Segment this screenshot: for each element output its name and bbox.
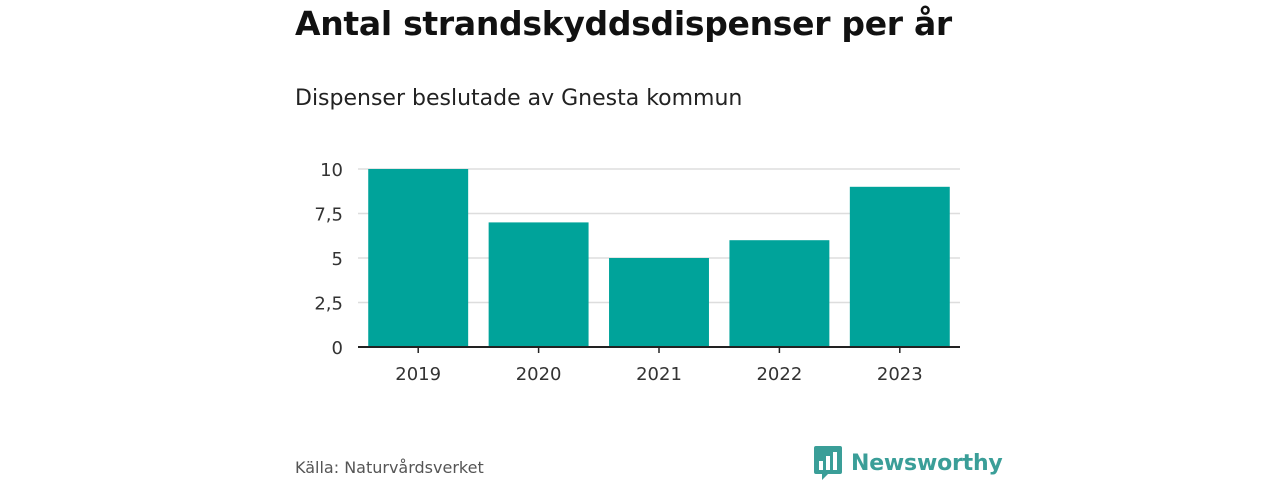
y-tick-label: 7,5 [314,205,343,226]
x-tick-label: 2019 [395,364,441,385]
bar-2021 [609,258,709,347]
brand-name: Newsworthy [851,450,1003,476]
y-tick-label: 2,5 [314,294,343,315]
y-tick-label: 10 [320,160,343,181]
bar-2020 [488,222,589,347]
bar-2023 [849,186,950,347]
bar-2022 [729,240,830,347]
brand-logo: Newsworthy [814,446,1003,480]
x-tick-label: 2021 [636,364,682,385]
chart-subtitle: Dispenser beslutade av Gnesta kommun [295,86,743,111]
chart-title: Antal strandskyddsdispenser per år [295,4,952,43]
source-note: Källa: Naturvårdsverket [295,458,484,477]
y-tick-label: 0 [332,338,343,359]
y-tick-label: 5 [332,249,343,270]
x-tick-label: 2022 [756,364,802,385]
bar-chart-speech-bubble-icon [814,446,842,480]
x-tick-label: 2023 [877,364,923,385]
x-tick-label: 2020 [516,364,562,385]
bar-2019 [368,169,469,347]
